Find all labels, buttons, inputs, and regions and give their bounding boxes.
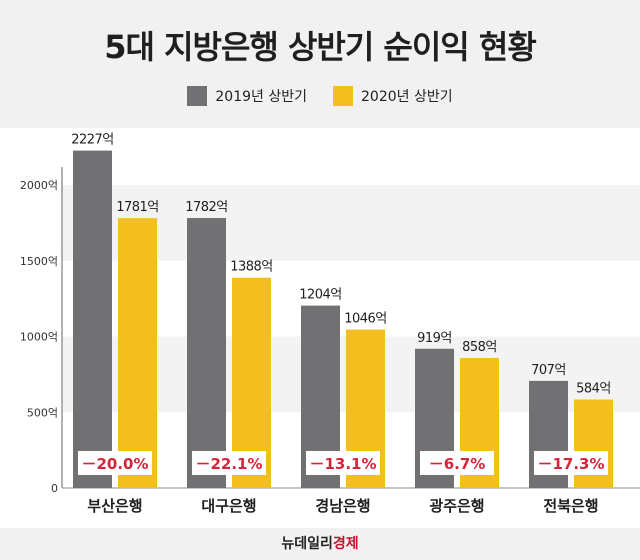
- bar-value-label: 1204억: [299, 288, 342, 303]
- x-tick-label: 전북은행: [543, 497, 598, 515]
- change-label: －20.0%: [81, 455, 148, 473]
- bar-chart: 0 500억 1000억 1500억 2000억 2227억 1781억 1782억 1388…: [0, 128, 640, 528]
- legend-item-2019: 2019년 상반기: [187, 86, 307, 106]
- bar-value-label: 2227억: [71, 133, 114, 148]
- bar-value-label: 1782억: [185, 200, 228, 215]
- bar-2019: [73, 150, 112, 488]
- bar-value-label: 1781억: [116, 200, 159, 215]
- legend-swatch-2020: [333, 86, 353, 106]
- chart-svg: 0 500억 1000억 1500억 2000억 2227억 1781억 1782억 1388…: [20, 133, 640, 515]
- change-label: －17.3%: [537, 455, 604, 473]
- bar-2020: [118, 218, 157, 488]
- brand-suffix: 경제: [332, 536, 359, 552]
- bar-value-label: 1046억: [344, 312, 387, 327]
- change-badge: [306, 451, 380, 475]
- x-tick-label: 대구은행: [201, 497, 256, 515]
- chart-title: 5대 지방은행 상반기 순이익 현황: [104, 28, 537, 66]
- bar-value-label: 858억: [462, 340, 497, 355]
- legend-label-2019: 2019년 상반기: [215, 89, 307, 105]
- change-badge: [420, 451, 494, 475]
- x-tick-label: 광주은행: [429, 497, 484, 515]
- y-tick-label: 1500억: [20, 255, 58, 268]
- legend: 2019년 상반기 2020년 상반기: [0, 86, 640, 106]
- bar-value-label: 919억: [417, 331, 452, 346]
- brand-name: 뉴데일리: [281, 536, 333, 552]
- change-label: －6.7%: [429, 455, 486, 473]
- legend-swatch-2019: [187, 86, 208, 106]
- change-label: －13.1%: [309, 455, 376, 473]
- legend-item-2020: 2020년 상반기: [333, 86, 453, 106]
- change-badge: [78, 451, 152, 475]
- y-tick-label: 0: [51, 482, 58, 495]
- bar-value-label: 707억: [531, 363, 566, 378]
- legend-label-2020: 2020년 상반기: [361, 89, 453, 105]
- change-badge: [534, 451, 608, 475]
- header-panel: 5대 지방은행 상반기 순이익 현황 2019년 상반기 2020년 상반기: [0, 0, 640, 128]
- bar-2019: [187, 218, 226, 488]
- x-tick-label: 경남은행: [315, 497, 370, 515]
- y-tick-label: 2000억: [20, 179, 58, 192]
- bar-value-label: 584억: [576, 382, 611, 397]
- change-label: －22.1%: [195, 455, 262, 473]
- y-tick-label: 1000억: [20, 331, 58, 344]
- grid-band: [62, 185, 640, 261]
- x-tick-label: 부산은행: [87, 497, 142, 515]
- footer: 뉴데일리경제: [0, 528, 640, 560]
- bar-value-label: 1388억: [230, 260, 273, 275]
- y-tick-label: 500억: [27, 406, 58, 419]
- change-badge: [192, 451, 266, 475]
